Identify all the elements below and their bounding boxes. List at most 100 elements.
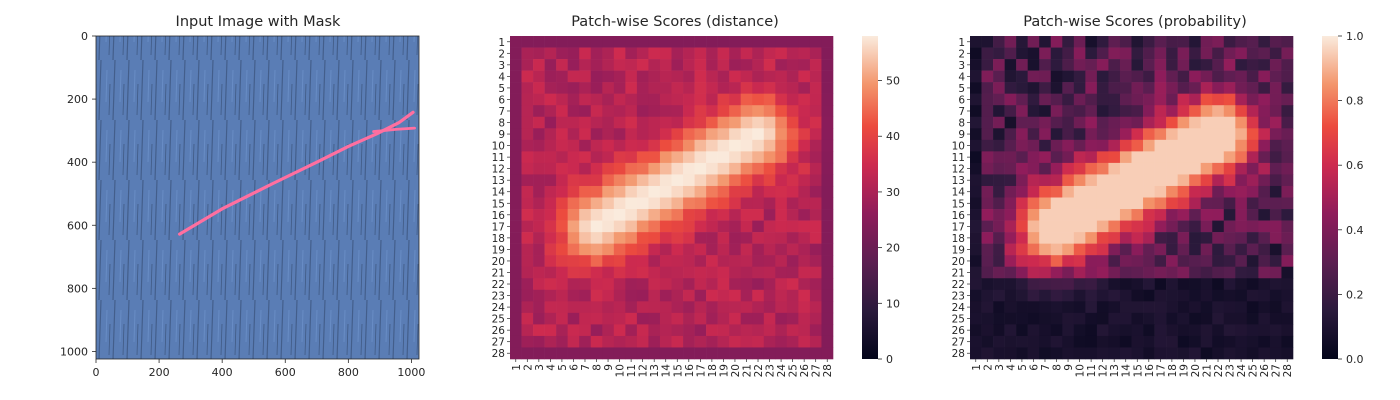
heatmap-cell: [1039, 93, 1052, 106]
heatmap-cell: [763, 220, 776, 233]
heatmap-cell: [1200, 266, 1213, 279]
heatmap-cell: [544, 312, 557, 325]
heatmap-cell: [625, 289, 638, 302]
heatmap-cell: [648, 151, 661, 164]
heatmap-cell: [1108, 116, 1121, 129]
heatmap-cell: [798, 324, 811, 337]
heatmap-cell: [1062, 47, 1075, 60]
col-tick-label: 7: [1040, 364, 1052, 371]
heatmap-cell: [1246, 128, 1259, 141]
heatmap-cell: [636, 243, 649, 256]
heatmap-cell: [636, 324, 649, 337]
heatmap-cell: [1258, 209, 1271, 221]
heatmap-cell: [981, 105, 994, 118]
heatmap-cell: [752, 116, 765, 129]
heatmap-cell: [671, 243, 684, 256]
heatmap-cell: [729, 209, 742, 221]
heatmap-cell: [821, 93, 834, 106]
heatmap-cell: [821, 59, 834, 71]
heatmap-cell: [763, 105, 776, 118]
heatmap-cell: [636, 255, 649, 268]
heatmap-cell: [740, 197, 753, 210]
heatmap-cell: [1073, 335, 1086, 348]
heatmap-cell: [683, 162, 695, 175]
heatmap-cell: [1200, 93, 1213, 106]
heatmap-cell: [1212, 243, 1225, 256]
heatmap-cell: [798, 162, 811, 175]
heatmap-cell: [579, 162, 592, 175]
heatmap-cell: [706, 59, 718, 71]
heatmap-cell: [1143, 347, 1155, 360]
heatmap-cell: [533, 185, 545, 198]
heatmap-cell: [1200, 185, 1213, 198]
heatmap-cell: [1108, 174, 1121, 187]
heatmap-cell: [544, 162, 557, 175]
heatmap-cell: [1189, 162, 1202, 175]
heatmap-cell: [752, 59, 765, 71]
heatmap-cell: [1131, 266, 1144, 279]
heatmap-cell: [544, 347, 557, 360]
heatmap-cell: [717, 82, 730, 94]
heatmap-cell: [970, 312, 982, 325]
heatmap-cell: [579, 70, 592, 83]
col-tick-label: 4: [545, 364, 557, 371]
heatmap-cell: [1281, 47, 1294, 60]
heatmap-cell: [533, 162, 545, 175]
heatmap-cell: [1108, 278, 1121, 291]
heatmap-cell: [1062, 197, 1075, 210]
heatmap-cell: [1246, 324, 1259, 337]
heatmap-cell: [1246, 197, 1259, 210]
heatmap-cell: [556, 266, 568, 279]
heatmap-cell: [533, 220, 545, 233]
heatmap-cell: [533, 36, 545, 48]
heatmap-cell: [613, 162, 626, 175]
heatmap-cell: [1119, 209, 1132, 221]
heatmap-cell: [625, 335, 638, 348]
heatmap-cell: [1108, 209, 1121, 221]
heatmap-cell: [694, 162, 707, 175]
heatmap-cell: [1108, 185, 1121, 198]
heatmap-cell: [1062, 347, 1075, 360]
heatmap-cell: [567, 128, 580, 141]
heatmap-cell: [1004, 209, 1017, 221]
heatmap-cell: [809, 324, 822, 337]
row-tick-label: 12: [952, 164, 965, 176]
heatmap-cell: [1119, 232, 1132, 244]
heatmap-cell: [1143, 278, 1155, 291]
heatmap-cell: [694, 47, 707, 60]
heatmap-cell: [1108, 197, 1121, 210]
heatmap-cell: [1085, 289, 1098, 302]
heatmap-cell: [648, 185, 661, 198]
heatmap-cell: [1166, 266, 1178, 279]
heatmap-cell: [1235, 232, 1248, 244]
heatmap-cell: [1246, 47, 1259, 60]
heatmap-cell: [579, 289, 592, 302]
heatmap-cell: [752, 220, 765, 233]
heatmap-cell: [683, 128, 695, 141]
heatmap-cell: [1258, 151, 1271, 164]
heatmap-cell: [636, 82, 649, 94]
heatmap-cell: [1085, 209, 1098, 221]
col-tick-label: 13: [649, 364, 661, 377]
heatmap-cell: [821, 255, 834, 268]
heatmap-cell: [1246, 116, 1259, 129]
col-tick-label: 1: [511, 364, 523, 371]
heatmap-cell: [533, 278, 545, 291]
heatmap-cell: [567, 278, 580, 291]
x-tick-label: 1000: [397, 366, 425, 379]
heatmap-cell: [533, 116, 545, 129]
heatmap-cell: [1108, 301, 1121, 314]
heatmap-cell: [1062, 278, 1075, 291]
heatmap-cell: [752, 255, 765, 268]
heatmap-cell: [717, 289, 730, 302]
heatmap-cell: [1119, 312, 1132, 325]
heatmap-cell: [556, 301, 568, 314]
heatmap-cell: [1085, 243, 1098, 256]
heatmap-cell: [1143, 324, 1155, 337]
heatmap-cell: [1039, 209, 1052, 221]
heatmap-cell: [981, 335, 994, 348]
heatmap-cell: [786, 139, 799, 152]
heatmap-cell: [1258, 243, 1271, 256]
col-tick-label: 14: [661, 364, 673, 378]
heatmap-cell: [1039, 347, 1052, 360]
